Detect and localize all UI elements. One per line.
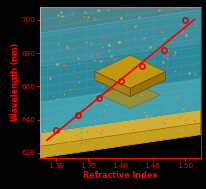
Polygon shape — [130, 72, 165, 97]
Polygon shape — [40, 123, 200, 158]
Polygon shape — [95, 72, 130, 97]
Polygon shape — [40, 0, 200, 33]
Polygon shape — [40, 10, 200, 66]
Polygon shape — [100, 82, 159, 108]
Y-axis label: Wavelength (nm): Wavelength (nm) — [11, 43, 20, 121]
Polygon shape — [40, 110, 200, 146]
X-axis label: Refractive Index: Refractive Index — [83, 171, 157, 180]
Polygon shape — [40, 78, 200, 133]
Polygon shape — [95, 55, 165, 88]
Polygon shape — [40, 43, 200, 101]
